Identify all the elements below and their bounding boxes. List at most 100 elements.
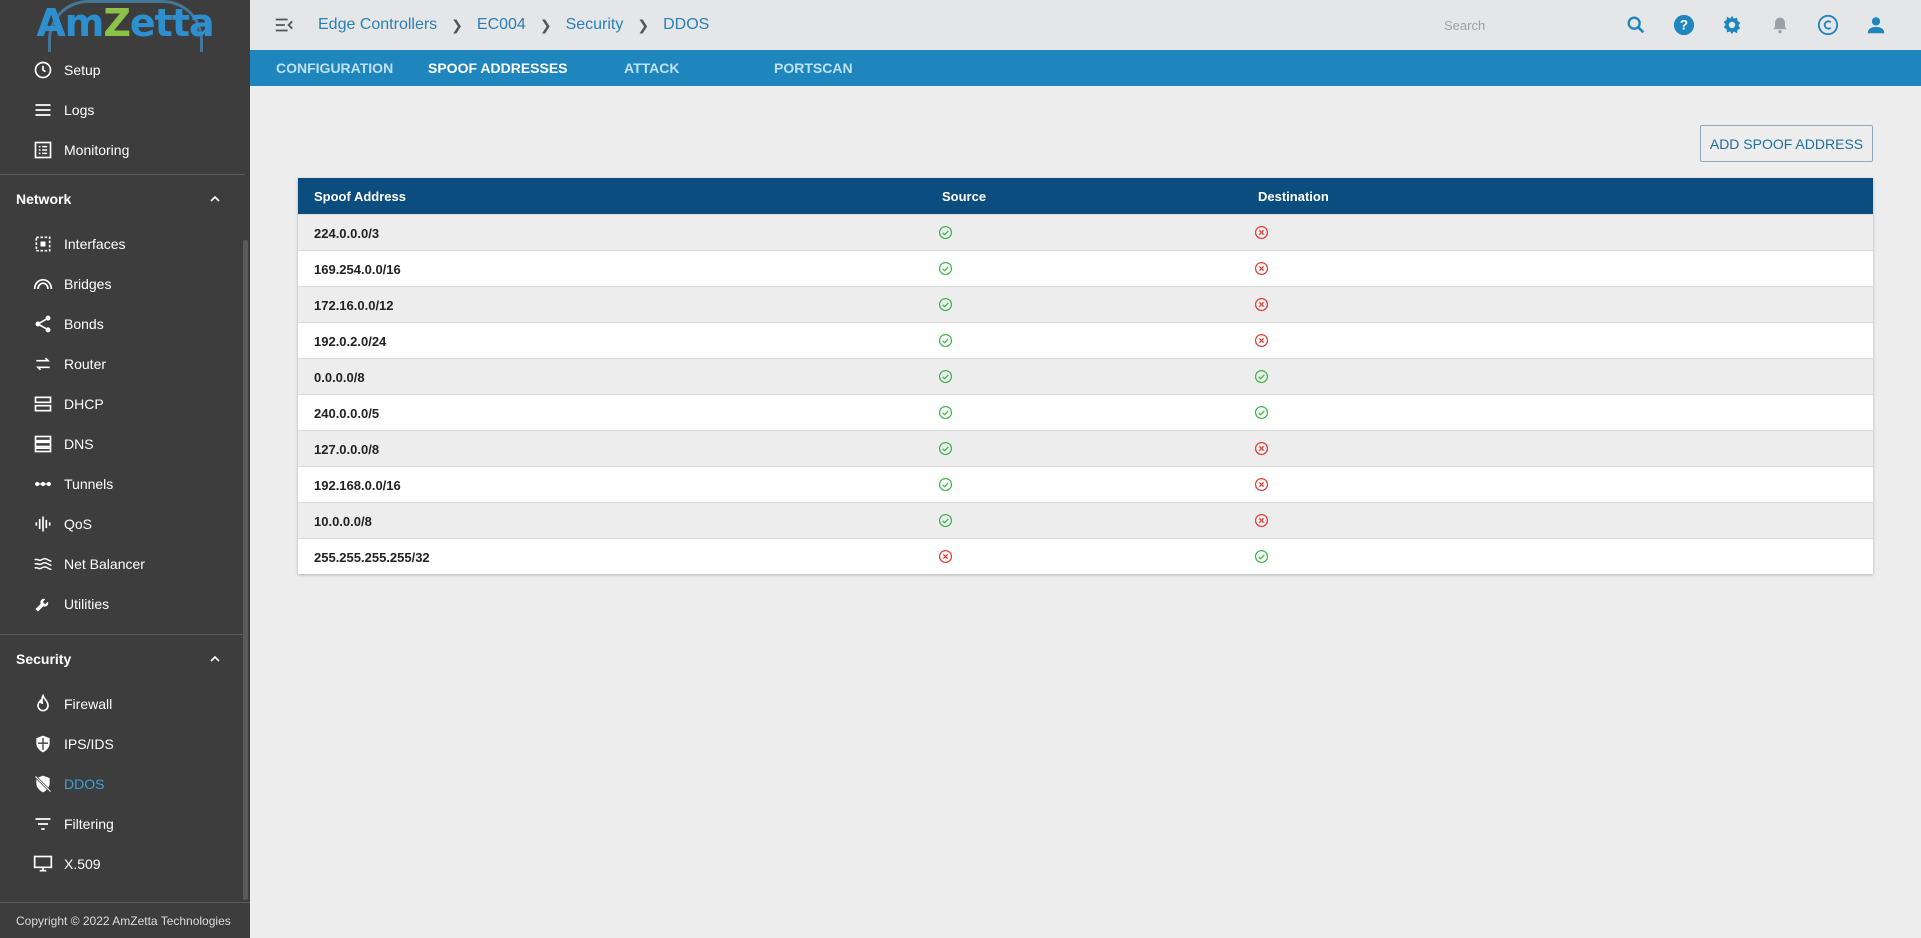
section-title: Security — [16, 651, 72, 667]
search-input[interactable] — [1444, 13, 1604, 37]
list-icon — [32, 99, 54, 121]
check-circle-icon — [938, 369, 953, 384]
bridge-icon — [32, 273, 54, 295]
search-icon[interactable] — [1624, 13, 1648, 37]
share-icon — [32, 313, 54, 335]
check-circle-icon — [938, 441, 953, 456]
breadcrumb-item[interactable]: EC004 — [476, 16, 526, 33]
table-row[interactable]: 192.168.0.0/16 — [298, 466, 1873, 502]
section-network[interactable]: Network — [0, 176, 245, 222]
section-security[interactable]: Security — [0, 636, 245, 682]
table-row[interactable]: 240.0.0.0/5 — [298, 394, 1873, 430]
check-circle-icon — [938, 405, 953, 420]
monitoring-icon — [32, 139, 54, 161]
spoof-address-cell: 172.16.0.0/12 — [314, 297, 394, 313]
chevron-up-icon — [210, 655, 220, 662]
sidebar-scrollbar[interactable] — [243, 240, 248, 900]
tab-spoof-addresses[interactable]: SPOOF ADDRESSES — [428, 60, 568, 76]
chevron-right-icon: ❯ — [637, 16, 650, 33]
table-row[interactable]: 255.255.255.255/32 — [298, 538, 1873, 574]
table-row[interactable]: 172.16.0.0/12 — [298, 286, 1873, 322]
divider — [0, 634, 245, 635]
table-row[interactable]: 169.254.0.0/16 — [298, 250, 1873, 286]
sidebar-item-label: Router — [64, 356, 107, 372]
column-header-source[interactable]: Source — [942, 188, 987, 204]
spoof-address-cell: 192.0.2.0/24 — [314, 333, 387, 349]
sidebar-item-ddos[interactable]: DDOS — [0, 764, 245, 804]
clock-icon — [32, 59, 54, 81]
check-circle-icon — [938, 477, 953, 492]
breadcrumb-item[interactable]: Edge Controllers — [318, 16, 438, 33]
sidebar-item-net-balancer[interactable]: Net Balancer — [0, 544, 245, 584]
gear-icon[interactable] — [1720, 13, 1744, 37]
sidebar-item-label: Utilities — [64, 596, 110, 612]
sidebar-nav: Setup Logs Monitoring Network Interfaces… — [0, 50, 250, 902]
table-row[interactable]: 192.0.2.0/24 — [298, 322, 1873, 358]
breadcrumb-item[interactable]: Security — [565, 16, 624, 33]
divider — [0, 174, 245, 175]
dns-icon — [32, 433, 54, 455]
sidebar-item-ips-ids[interactable]: IPS/IDS — [0, 724, 245, 764]
x-circle-icon — [1254, 513, 1269, 528]
swap-icon — [32, 353, 54, 375]
sidebar-item-qos[interactable]: QoS — [0, 504, 245, 544]
sidebar-item-monitoring[interactable]: Monitoring — [0, 130, 245, 170]
sidebar-item-label: Bridges — [64, 276, 112, 292]
sidebar-item-label: DDOS — [64, 776, 105, 792]
sidebar-item-label: X.509 — [64, 856, 101, 872]
sidebar-item-bridges[interactable]: Bridges — [0, 264, 245, 304]
sidebar-item-dhcp[interactable]: DHCP — [0, 384, 245, 424]
x-circle-icon — [938, 549, 953, 564]
section-title: Network — [16, 191, 72, 207]
sidebar-item-label: IPS/IDS — [64, 736, 114, 752]
sidebar-item-x509[interactable]: X.509 — [0, 844, 245, 884]
check-circle-icon — [1254, 549, 1269, 564]
topbar: Edge Controllers ❯ EC004 ❯ Security ❯ DD… — [250, 0, 1921, 50]
help-icon[interactable]: ? — [1672, 13, 1696, 37]
add-spoof-address-button[interactable]: ADD SPOOF ADDRESS — [1700, 125, 1873, 162]
chevron-right-icon: ❯ — [451, 16, 463, 33]
bell-icon[interactable] — [1768, 13, 1792, 37]
table-row[interactable]: 0.0.0.0/8 — [298, 358, 1873, 394]
tab-attack[interactable]: ATTACK — [624, 60, 680, 76]
tab-bar: CONFIGURATION SPOOF ADDRESSES ATTACK POR… — [250, 50, 1921, 86]
user-icon[interactable] — [1864, 13, 1888, 37]
sidebar-item-bonds[interactable]: Bonds — [0, 304, 245, 344]
sidebar-item-tunnels[interactable]: Tunnels — [0, 464, 245, 504]
sidebar-item-setup[interactable]: Setup — [0, 50, 245, 90]
sidebar-item-label: DHCP — [64, 396, 104, 412]
sidebar-item-label: Tunnels — [64, 476, 114, 492]
column-header-spoof-address[interactable]: Spoof Address — [314, 188, 406, 204]
chevron-up-icon — [210, 195, 220, 202]
x-circle-icon — [1254, 477, 1269, 492]
sidebar-item-label: Firewall — [64, 696, 113, 712]
wrench-icon — [32, 593, 54, 615]
sidebar: AmZetta Setup Logs Monitoring Network In… — [0, 0, 250, 938]
sidebar-item-dns[interactable]: DNS — [0, 424, 245, 464]
sidebar-item-label: Interfaces — [64, 236, 126, 252]
sidebar-item-firewall[interactable]: Firewall — [0, 684, 245, 724]
svg-text:?: ? — [1680, 18, 1688, 33]
tab-portscan[interactable]: PORTSCAN — [774, 60, 853, 76]
sidebar-item-interfaces[interactable]: Interfaces — [0, 224, 245, 264]
table-row[interactable]: 224.0.0.0/3 — [298, 214, 1873, 250]
table-row[interactable]: 10.0.0.0/8 — [298, 502, 1873, 538]
chevron-right-icon: ❯ — [539, 16, 552, 33]
sidebar-item-utilities[interactable]: Utilities — [0, 584, 245, 624]
copyright-icon[interactable] — [1816, 13, 1840, 37]
breadcrumb-item[interactable]: DDOS — [663, 16, 710, 33]
sidebar-item-logs[interactable]: Logs — [0, 90, 245, 130]
spoof-address-cell: 192.168.0.0/16 — [314, 477, 401, 493]
interfaces-icon — [32, 233, 54, 255]
column-header-destination[interactable]: Destination — [1258, 188, 1329, 204]
x-circle-icon — [1254, 261, 1269, 276]
logo-text-part: Am — [36, 0, 104, 45]
menu-collapse-icon[interactable] — [273, 14, 295, 36]
check-circle-icon — [1254, 405, 1269, 420]
tab-configuration[interactable]: CONFIGURATION — [276, 60, 394, 76]
sidebar-item-router[interactable]: Router — [0, 344, 245, 384]
amzetta-logo[interactable]: AmZetta — [0, 0, 250, 53]
sidebar-item-filtering[interactable]: Filtering — [0, 804, 245, 844]
table-row[interactable]: 127.0.0.0/8 — [298, 430, 1873, 466]
table-body: 224.0.0.0/3 169.254.0.0/16 172.16.0.0/12 19… — [298, 214, 1873, 574]
